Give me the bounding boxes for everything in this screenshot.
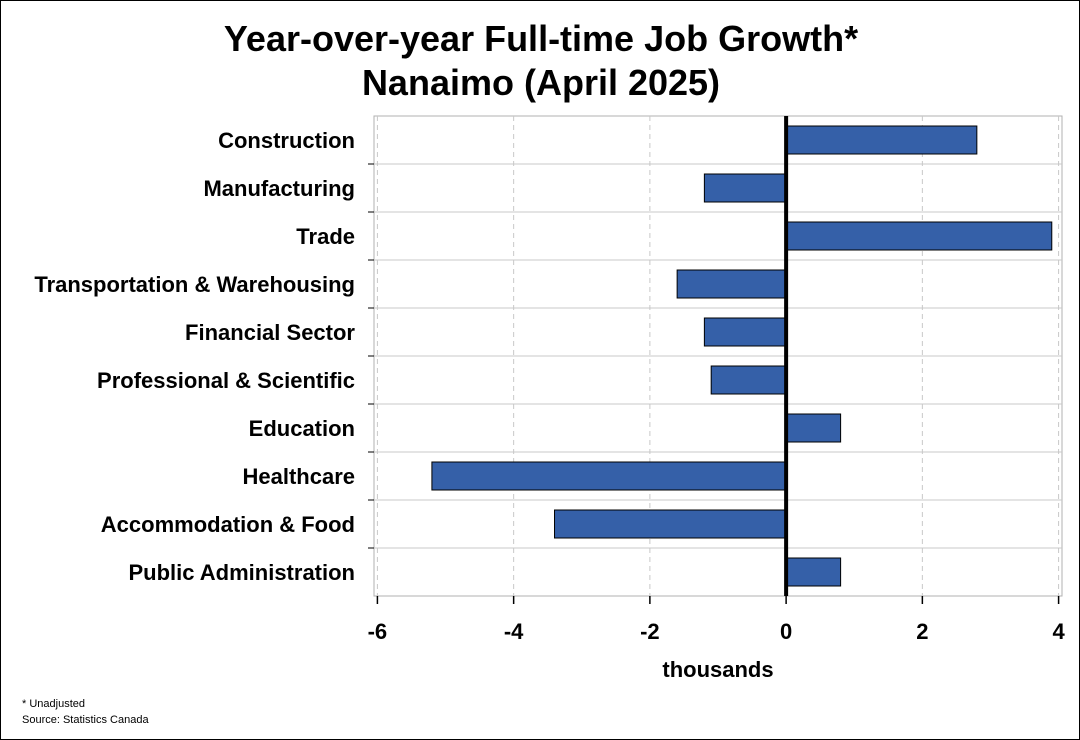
category-label: Accommodation & Food [101, 512, 355, 537]
category-label: Transportation & Warehousing [34, 272, 355, 297]
x-tick-label: 2 [916, 619, 928, 644]
category-separators [368, 163, 1062, 549]
bar-trade [785, 221, 1053, 251]
bar-financial-sector [703, 317, 787, 347]
category-label: Public Administration [128, 560, 355, 585]
bar-education [785, 413, 842, 443]
x-axis-ticks: -6 -4 -2 0 2 4 [368, 596, 1065, 644]
category-labels: Construction Manufacturing Trade Transporta… [34, 128, 355, 585]
x-tick-label: -6 [368, 619, 388, 644]
category-label: Education [249, 416, 355, 441]
category-label: Manufacturing [203, 176, 355, 201]
footnote-source: Source: Statistics Canada [22, 714, 149, 726]
category-label: Professional & Scientific [97, 368, 355, 393]
category-label: Trade [296, 224, 355, 249]
bars [431, 125, 1053, 587]
x-tick-label: 0 [780, 619, 792, 644]
bar-accommodation-food [554, 509, 787, 539]
category-label: Financial Sector [185, 320, 355, 345]
x-tick-label: -4 [504, 619, 524, 644]
x-tick-label: 4 [1052, 619, 1065, 644]
bar-public-administration [785, 557, 842, 587]
x-axis-title: thousands [662, 657, 773, 682]
bar-professional-scientific [710, 365, 787, 395]
category-label: Healthcare [242, 464, 355, 489]
chart-title: Year-over-year Full-time Job Growth* [224, 18, 858, 59]
bar-healthcare [431, 461, 787, 491]
category-label: Construction [218, 128, 355, 153]
bar-transportation-warehousing [676, 269, 787, 299]
chart-subtitle: Nanaimo (April 2025) [362, 62, 720, 103]
bar-construction [785, 125, 978, 155]
x-tick-label: -2 [640, 619, 660, 644]
footnote-unadjusted: * Unadjusted [22, 698, 85, 710]
bar-manufacturing [703, 173, 787, 203]
